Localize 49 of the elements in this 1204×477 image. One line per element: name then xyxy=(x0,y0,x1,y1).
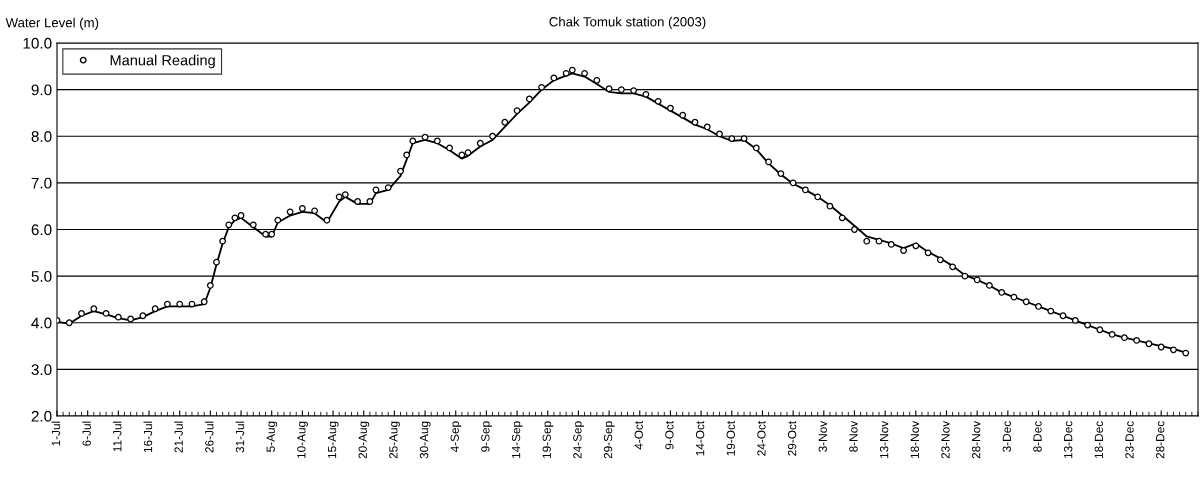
x-tick-label: 15-Aug xyxy=(327,421,339,459)
x-tick-label: 21-Jul xyxy=(174,421,183,453)
x-tick-label: 16-Jul xyxy=(143,421,153,453)
x-tick-label: 25-Aug xyxy=(389,421,400,459)
x-tick-label: 13-Dec xyxy=(1063,421,1073,459)
x-tick-label: 18-Nov xyxy=(910,420,919,459)
x-tick-label: 8-Dec xyxy=(1033,421,1042,452)
x-tick-label: 23-Dec xyxy=(1125,421,1134,459)
x-tick-label: 23-Nov xyxy=(941,420,950,459)
x-tick-label: 8-Nov xyxy=(849,420,858,452)
y-tick-label: 8.0 xyxy=(31,131,52,142)
x-tick-label: 19-Sep xyxy=(542,421,554,459)
x-tick-label: 28-Dec xyxy=(1156,421,1165,459)
x-tick-label: 3-Dec xyxy=(1002,421,1011,452)
x-tick-label: 9-Oct xyxy=(665,420,674,450)
x-tick-label: 18-Dec xyxy=(1094,421,1104,459)
y-tick-label: 2.0 xyxy=(31,410,52,422)
x-tick-label: 5-Aug xyxy=(266,421,278,452)
x-tick-label: 26-Jul xyxy=(204,421,214,453)
x-tick-label: 19-Oct xyxy=(726,420,735,456)
x-tick-label: 9-Sep xyxy=(481,421,492,452)
legend-label: Manual Reading xyxy=(110,54,215,69)
x-tick-label: 6-Jul xyxy=(82,421,91,446)
x-tick-label: 4-Oct xyxy=(634,420,643,450)
y-tick-label: 7.0 xyxy=(31,177,52,189)
x-tick-label: 10-Aug xyxy=(297,421,308,459)
y-tick-label: 10.0 xyxy=(23,37,52,49)
y-tick-label: 5.0 xyxy=(31,270,52,282)
x-tick-label: 24-Sep xyxy=(573,421,584,459)
y-tick-label: 4.0 xyxy=(31,317,52,329)
x-tick-label: 29-Sep xyxy=(603,421,615,459)
y-tick-label: 3.0 xyxy=(31,364,52,376)
x-tick-label: 13-Nov xyxy=(879,420,889,459)
x-tick-label: 29-Oct xyxy=(787,420,797,456)
x-tick-label: 1-Jul xyxy=(51,421,61,446)
x-tick-label: 14-Sep xyxy=(511,421,523,459)
x-tick-label: 20-Aug xyxy=(358,421,370,459)
x-tick-label: 24-Oct xyxy=(757,420,766,456)
y-tick-label: 9.0 xyxy=(31,84,52,96)
y-axis-title: Water Level (m) xyxy=(5,17,99,30)
y-tick-label: 6.0 xyxy=(31,224,52,236)
x-tick-label: 4-Sep xyxy=(450,421,462,453)
x-tick-label: 3-Nov xyxy=(818,420,827,452)
x-tick-label: 11-Jul xyxy=(112,421,122,452)
chart-title: Chak Tomuk station (2003) xyxy=(549,16,706,30)
x-tick-label: 30-Aug xyxy=(419,421,431,459)
x-tick-label: 31-Jul xyxy=(235,421,245,453)
x-tick-label: 14-Oct xyxy=(695,420,705,456)
x-tick-label: 28-Nov xyxy=(971,420,981,459)
